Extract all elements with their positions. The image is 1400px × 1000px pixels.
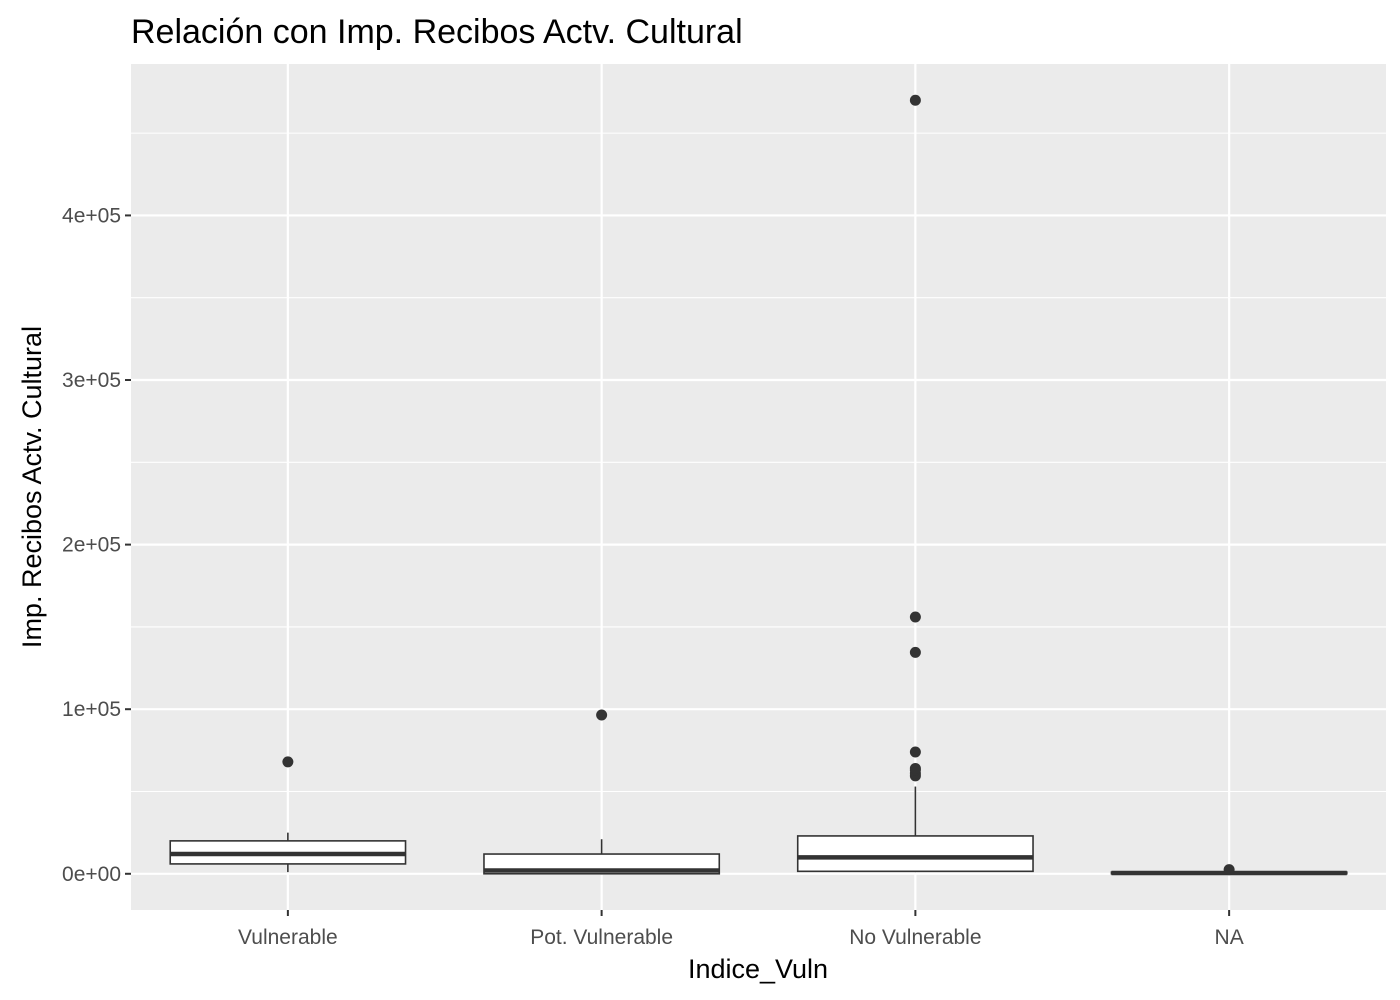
y-tick-label: 1e+05 bbox=[62, 698, 121, 721]
x-axis: Vulnerable Pot. Vulnerable No Vulnerable NA bbox=[238, 910, 1244, 949]
y-tick-label: 3e+05 bbox=[62, 369, 121, 392]
y-tick-label: 2e+05 bbox=[62, 534, 121, 557]
outlier-point bbox=[909, 762, 921, 774]
x-tick-label: Vulnerable bbox=[238, 926, 338, 949]
outlier-point bbox=[282, 756, 294, 768]
box bbox=[796, 835, 1034, 873]
outlier-point bbox=[909, 94, 921, 106]
outlier-point bbox=[1223, 864, 1235, 876]
y-axis-title: Imp. Recibos Actv. Cultural bbox=[17, 326, 47, 648]
box-group bbox=[169, 756, 407, 873]
panel-background bbox=[131, 64, 1386, 910]
x-axis-title: Indice_Vuln bbox=[688, 954, 828, 984]
grid-minor bbox=[131, 132, 1386, 793]
x-tick-label: NA bbox=[1215, 926, 1244, 949]
box-group bbox=[796, 94, 1034, 873]
x-tick-label: No Vulnerable bbox=[849, 926, 981, 949]
boxes bbox=[169, 94, 1348, 876]
y-tick-label: 0e+00 bbox=[62, 863, 121, 886]
y-axis: 0e+00 1e+05 2e+05 3e+05 4e+05 bbox=[62, 204, 131, 886]
y-tick-label: 4e+05 bbox=[62, 204, 121, 227]
x-tick-label: Pot. Vulnerable bbox=[530, 926, 673, 949]
outlier-point bbox=[909, 646, 921, 658]
outlier-point bbox=[596, 709, 608, 721]
box-group bbox=[483, 709, 721, 875]
outlier-point bbox=[909, 746, 921, 758]
outlier-point bbox=[909, 611, 921, 623]
box-group bbox=[1110, 864, 1348, 876]
chart-title: Relación con Imp. Recibos Actv. Cultural bbox=[131, 13, 743, 51]
